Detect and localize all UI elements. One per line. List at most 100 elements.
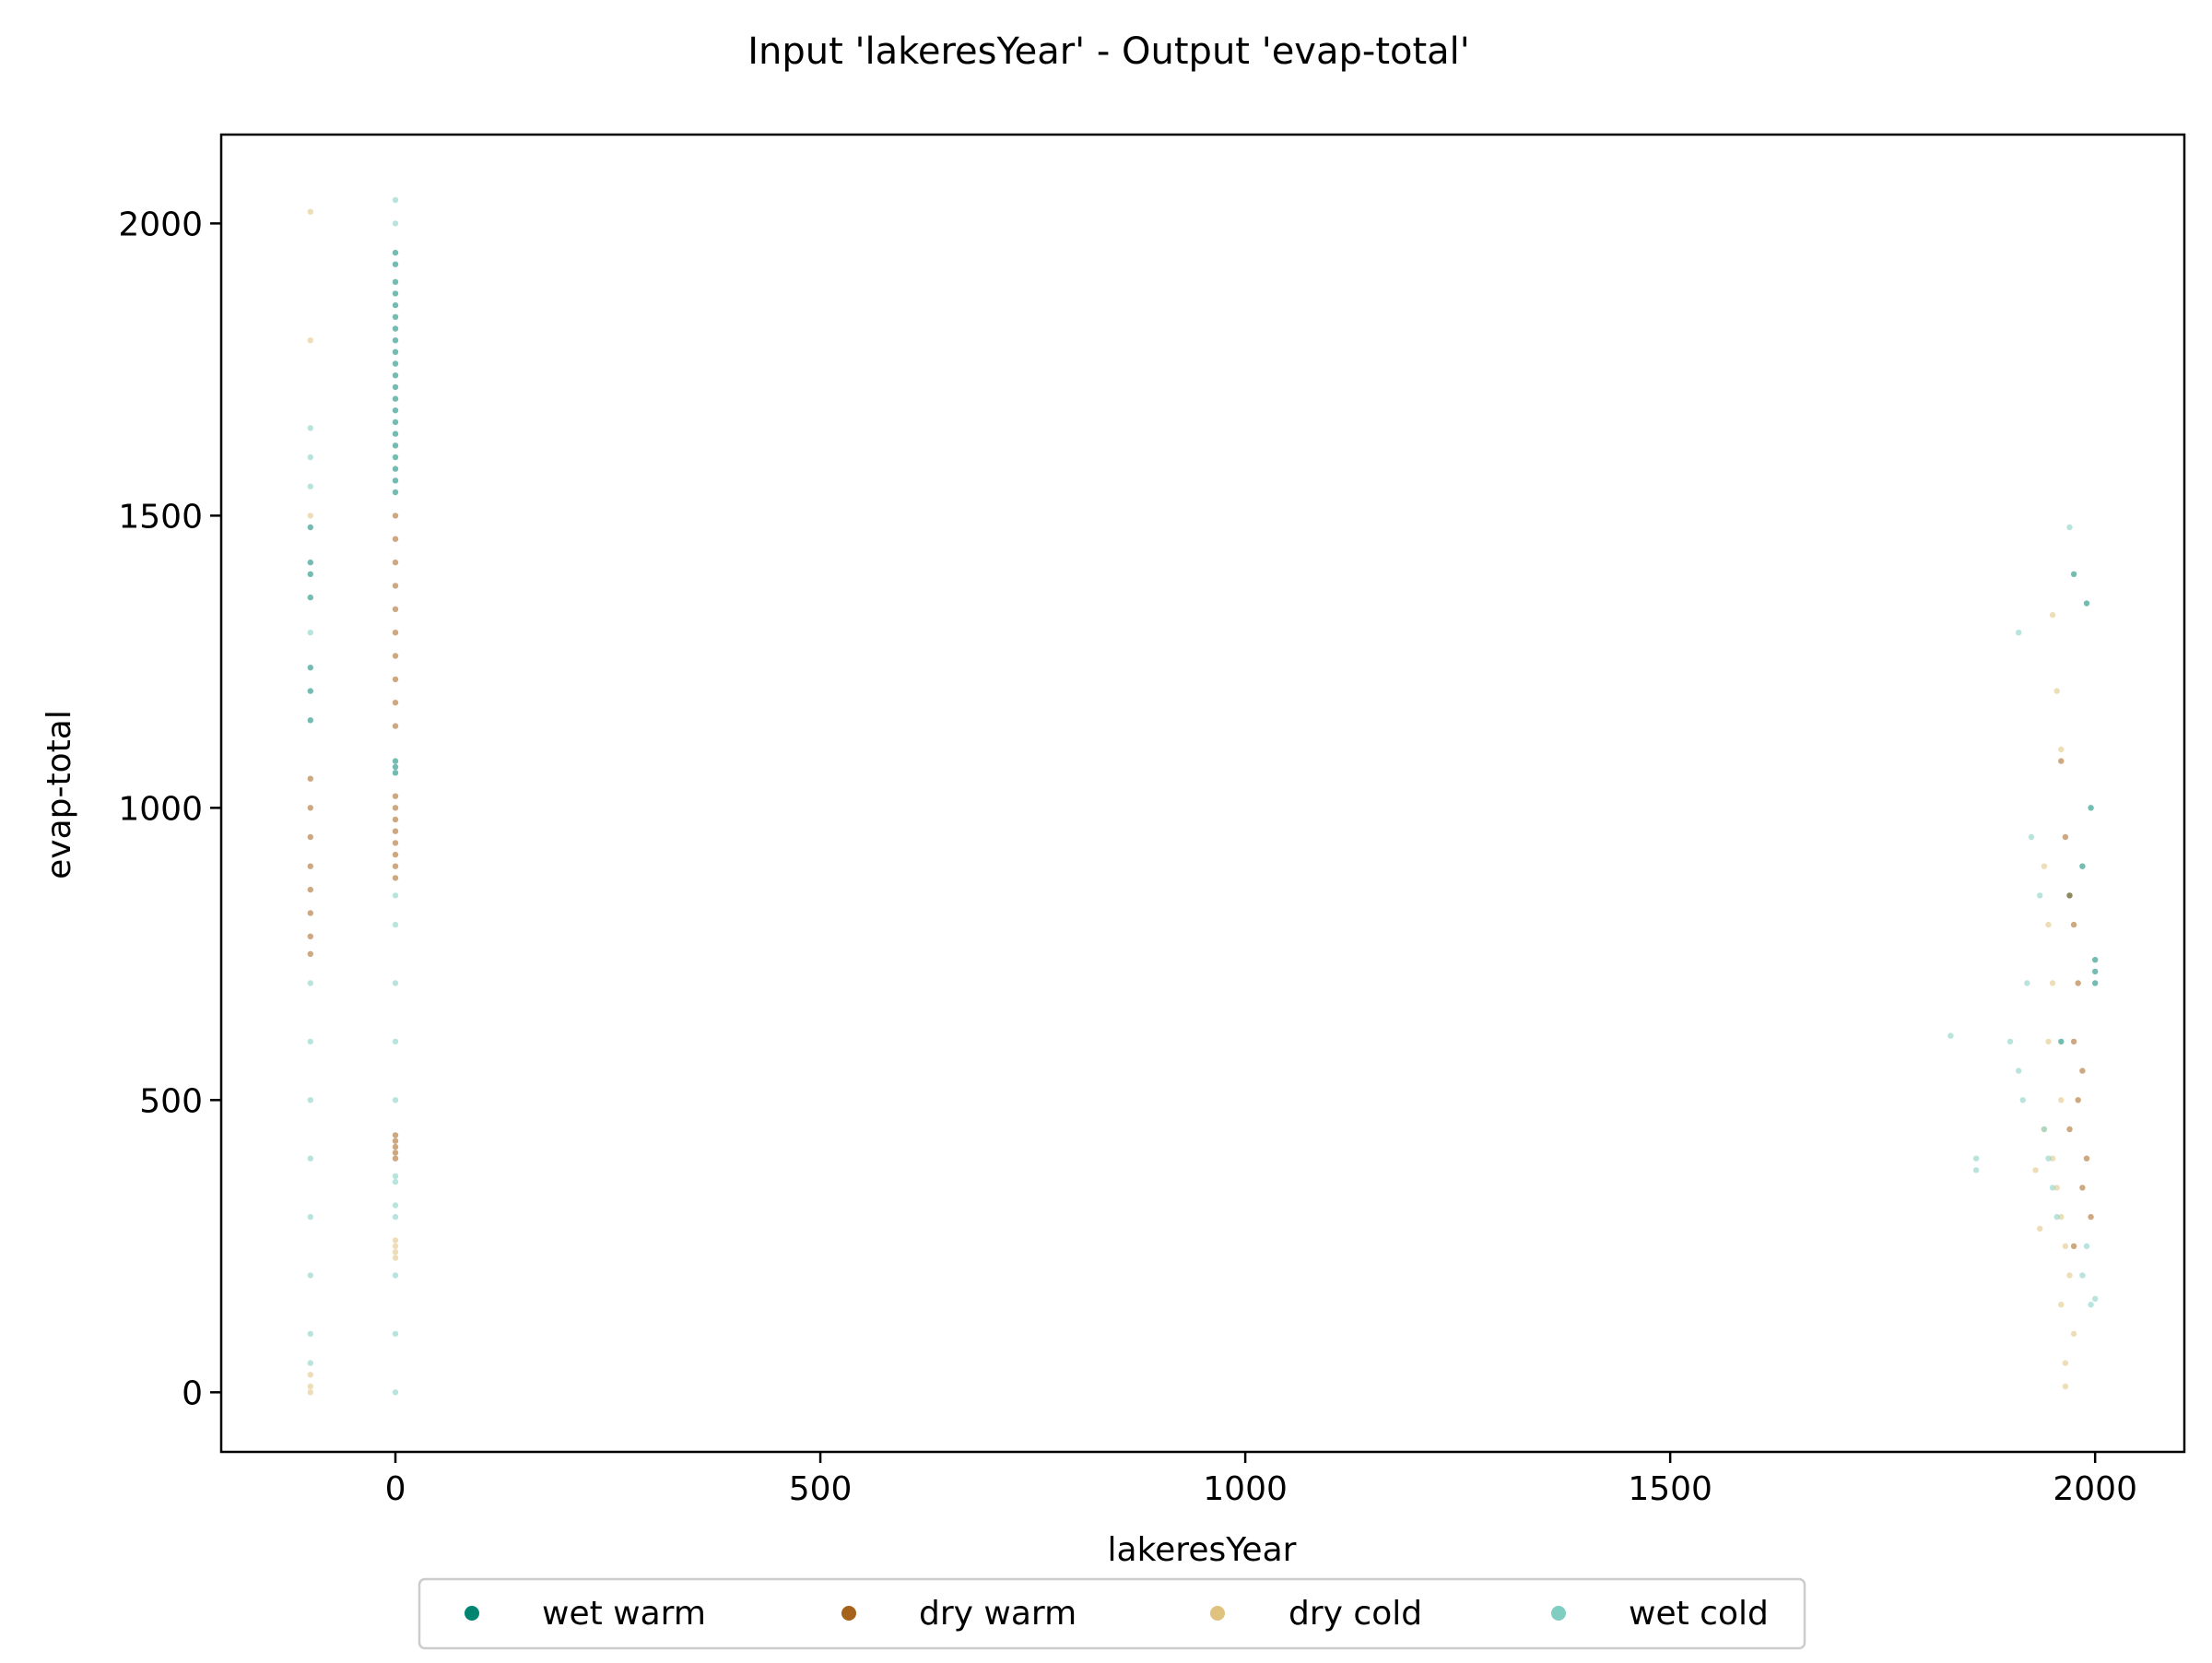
data-point-wet-cold-37	[2041, 1126, 2048, 1133]
data-point-wet-warm-2	[392, 278, 399, 285]
data-point-dry-cold-8	[392, 1249, 399, 1256]
data-point-wet-warm-35	[2092, 968, 2099, 975]
data-point-wet-warm-30	[307, 717, 313, 724]
data-point-wet-cold-36	[2019, 1097, 2026, 1103]
data-point-dry-cold-4	[307, 1383, 313, 1390]
data-point-wet-cold-19	[392, 1173, 399, 1180]
data-point-dry-warm-1	[392, 536, 399, 542]
data-point-dry-warm-29	[307, 933, 313, 939]
data-point-dry-warm-20	[392, 1143, 399, 1150]
data-point-wet-cold-32	[1972, 1155, 1980, 1162]
data-point-wet-cold-29	[2037, 892, 2043, 899]
data-point-dry-warm-33	[2066, 892, 2073, 899]
data-point-dry-cold-27	[2062, 1383, 2069, 1390]
data-point-wet-cold-17	[392, 1038, 399, 1045]
data-point-dry-cold-1	[307, 337, 313, 344]
data-point-wet-cold-43	[2088, 1302, 2094, 1308]
legend-label-wet-warm: wet warm	[542, 1595, 706, 1633]
data-point-dry-warm-31	[2058, 758, 2065, 764]
legend-label-wet-cold: wet cold	[1629, 1595, 1769, 1633]
data-point-wet-cold-4	[307, 483, 313, 489]
x-tick-label: 1000	[1203, 1470, 1288, 1508]
data-point-wet-cold-42	[2079, 1272, 2086, 1279]
data-point-wet-cold-31	[1947, 1032, 1954, 1039]
data-point-wet-warm-7	[392, 337, 399, 344]
data-point-wet-cold-8	[307, 1097, 313, 1103]
data-point-dry-warm-27	[307, 886, 313, 893]
data-point-wet-warm-25	[307, 559, 313, 566]
data-point-dry-cold-19	[2049, 1155, 2056, 1162]
data-point-wet-warm-33	[2088, 805, 2094, 811]
data-point-wet-cold-12	[307, 1330, 313, 1338]
data-point-wet-cold-5	[307, 630, 313, 636]
data-point-wet-cold-16	[392, 980, 399, 986]
data-point-dry-cold-10	[2049, 611, 2056, 619]
data-point-dry-warm-39	[2066, 1126, 2073, 1133]
data-point-wet-warm-32	[2083, 600, 2090, 607]
data-point-dry-cold-12	[2058, 746, 2065, 753]
data-point-wet-warm-36	[2092, 980, 2099, 986]
x-axis: 0 500 1000 1500 2000	[385, 1452, 2137, 1508]
data-point-wet-cold-22	[392, 1213, 399, 1221]
data-point-dry-cold-29	[2037, 1225, 2043, 1233]
y-axis: 0 500 1000 1500 2000	[118, 206, 221, 1412]
data-point-wet-cold-39	[2049, 1185, 2056, 1191]
legend-label-dry-warm: dry warm	[919, 1595, 1077, 1633]
data-point-wet-cold-7	[307, 1038, 313, 1045]
data-point-wet-cold-13	[307, 1360, 313, 1366]
data-point-wet-warm-21	[392, 758, 399, 764]
legend: wet warm dry warm dry cold wet cold	[418, 1577, 1806, 1650]
y-tick-label: 1000	[118, 790, 203, 828]
chart-title: Input 'lakeresYear' - Output 'evap-total…	[747, 30, 1470, 73]
data-point-wet-warm-22	[392, 763, 399, 771]
data-point-dry-warm-12	[392, 816, 399, 823]
data-point-dry-warm-15	[392, 851, 399, 858]
legend-marker-dry-warm	[841, 1606, 856, 1621]
data-point-dry-warm-25	[307, 833, 313, 841]
data-point-dry-cold-20	[2053, 1185, 2060, 1191]
data-point-dry-warm-19	[392, 1138, 399, 1144]
data-point-dry-cold-25	[2070, 1330, 2077, 1338]
x-tick-label: 0	[385, 1470, 406, 1508]
data-point-dry-warm-9	[392, 723, 399, 729]
plot-frame	[219, 133, 2186, 1454]
data-point-dry-warm-4	[392, 606, 399, 612]
data-point-dry-warm-30	[307, 950, 313, 958]
data-point-wet-warm-28	[307, 665, 313, 671]
data-point-wet-warm-39	[2058, 1038, 2065, 1045]
data-point-dry-cold-7	[392, 1243, 399, 1250]
x-tick-label: 500	[789, 1470, 853, 1508]
data-point-wet-cold-25	[392, 1389, 399, 1396]
data-point-wet-warm-15	[392, 430, 399, 437]
data-point-wet-cold-20	[392, 1178, 399, 1185]
x-tick-label: 2000	[2053, 1470, 2137, 1508]
data-point-wet-warm-24	[307, 524, 313, 531]
data-point-wet-warm-27	[307, 594, 313, 601]
data-point-wet-cold-10	[307, 1213, 313, 1221]
data-point-dry-warm-11	[392, 805, 399, 811]
data-point-wet-cold-6	[307, 980, 313, 986]
data-point-dry-warm-24	[307, 805, 313, 811]
y-axis-label: evap-total	[41, 710, 78, 879]
data-point-dry-warm-18	[392, 1132, 399, 1138]
data-point-dry-cold-0	[307, 208, 313, 215]
data-point-dry-cold-11	[2053, 688, 2060, 694]
data-point-wet-cold-21	[392, 1202, 399, 1209]
data-point-wet-cold-33	[1972, 1167, 1980, 1174]
data-point-dry-cold-16	[2045, 1038, 2052, 1045]
data-point-wet-cold-14	[392, 892, 399, 899]
data-point-dry-cold-24	[2058, 1302, 2065, 1308]
data-point-wet-cold-38	[2045, 1155, 2052, 1162]
x-tick-label: 1500	[1628, 1470, 1712, 1508]
data-point-wet-cold-1	[392, 220, 399, 227]
data-point-wet-warm-8	[392, 348, 399, 355]
data-point-dry-warm-16	[392, 863, 399, 869]
data-point-dry-cold-6	[392, 1237, 399, 1244]
data-point-dry-warm-21	[392, 1150, 399, 1156]
data-point-wet-warm-11	[392, 383, 399, 391]
data-point-dry-cold-15	[2049, 980, 2056, 986]
data-point-wet-warm-5	[392, 313, 399, 320]
data-point-dry-warm-2	[392, 559, 399, 566]
data-point-wet-warm-12	[392, 395, 399, 402]
